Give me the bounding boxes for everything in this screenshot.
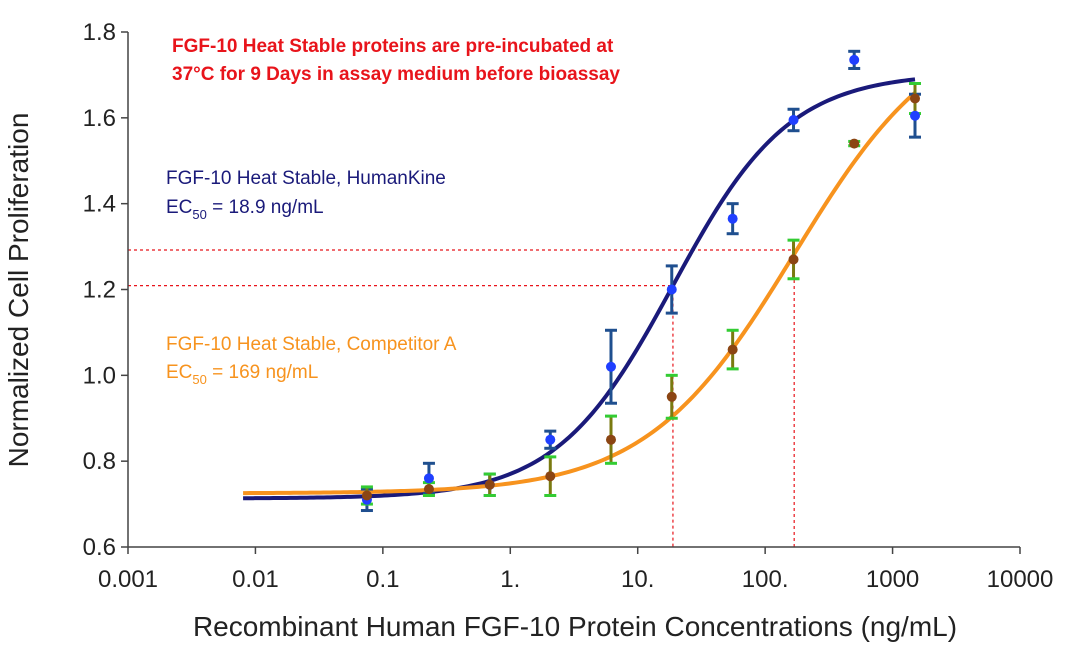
axis-ticks: 0.001 0.01 0.1 1. 10. 100. 1000 10000 0.6 0.8 1.0 1… [83,19,1054,593]
y-tick-label: 0.6 [83,534,116,561]
data-point-series-0 [423,473,434,484]
ec50-reference-lines [128,249,795,547]
y-tick-label: 1.6 [83,105,116,132]
data-point-series-0 [849,54,860,65]
x-tick-label: 0.1 [366,566,399,593]
y-axis-title: Normalized Cell Proliferation [3,113,34,468]
data-point-series-0 [727,213,738,224]
data-point-series-0 [910,110,921,121]
y-tick-label: 1.8 [83,19,116,46]
data-point-series-1 [910,93,921,104]
series-label-competitor: FGF-10 Heat Stable, Competitor A [166,334,457,355]
data-point-series-1 [423,484,434,495]
y-tick-label: 1.0 [83,362,116,389]
x-tick-label: 0.001 [98,566,158,593]
y-tick-label: 1.2 [83,277,116,304]
x-tick-label: 0.01 [232,566,279,593]
x-tick-label: 10. [621,566,654,593]
data-point-series-1 [361,490,372,501]
data-point-series-1 [484,479,495,490]
series-label-humankine: FGF-10 Heat Stable, HumanKine [166,168,446,189]
data-point-series-1 [727,344,738,355]
annotation-line-1: FGF-10 Heat Stable proteins are pre-incu… [172,36,614,57]
data-point-series-1 [849,138,860,149]
data-point-series-1 [545,471,556,482]
x-tick-label: 1. [500,566,520,593]
y-tick-label: 1.4 [83,191,116,218]
x-tick-label: 100. [742,566,789,593]
x-axis-title: Recombinant Human FGF-10 Protein Concent… [193,611,957,642]
x-tick-label: 1000 [866,566,919,593]
fit-curves [243,77,917,501]
data-point-series-1 [788,254,799,265]
x-tick-label: 10000 [987,566,1054,593]
data-point-series-1 [605,434,616,445]
data-point-series-0 [605,361,616,372]
data-point-series-0 [666,284,677,295]
annotation-line-2: 37°C for 9 Days in assay medium before b… [172,64,620,85]
data-point-series-0 [545,434,556,445]
data-point-series-1 [666,391,677,402]
ec50-label-competitor: EC50 = 169 ng/mL [166,362,318,387]
y-tick-label: 0.8 [83,448,116,475]
data-point-series-0 [788,114,799,125]
fit-curve-series-0 [243,77,916,501]
ec50-label-humankine: EC50 = 18.9 ng/mL [166,197,324,222]
data-points [361,54,921,505]
fit-curve-series-1 [243,91,917,496]
